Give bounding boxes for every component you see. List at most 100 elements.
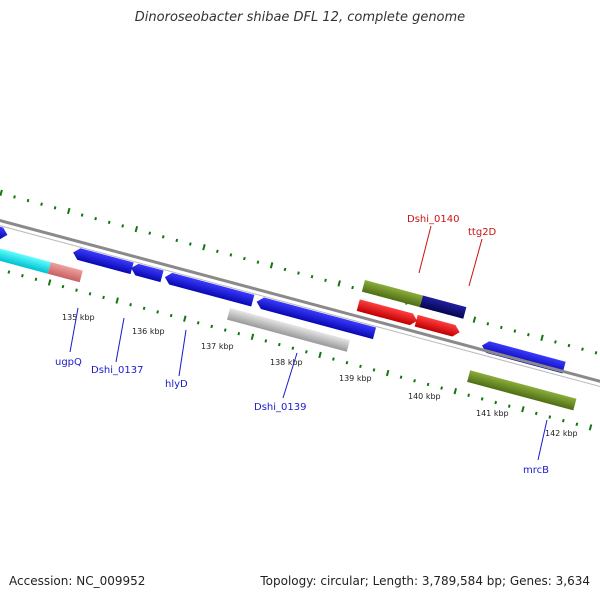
inner-tick — [575, 422, 579, 426]
genome-backbone-outer — [0, 199, 600, 389]
inner-tick — [7, 270, 11, 274]
kbp-label-135: 135 kbp — [62, 313, 95, 322]
inner-tick — [440, 386, 443, 390]
inner-tick-row — [7, 270, 593, 431]
kbp-label-138: 138 kbp — [270, 358, 303, 367]
gene-bar-ugpQ[interactable] — [0, 247, 51, 274]
inner-tick — [183, 315, 187, 322]
inner-tick — [385, 369, 390, 377]
inner-tick — [413, 379, 416, 383]
outer-tick — [581, 347, 584, 351]
inner-tick — [318, 351, 322, 359]
inner-tick — [169, 313, 173, 318]
forward-strand-genes — [0, 206, 566, 374]
inner-tick — [264, 339, 268, 343]
inner-tick — [399, 375, 403, 379]
kbp-label-141: 141 kbp — [476, 409, 509, 418]
inner-tick — [521, 406, 525, 413]
inner-tick — [588, 424, 593, 431]
inner-tick — [359, 364, 362, 368]
outer-tick — [269, 262, 274, 269]
inner-tick — [21, 273, 24, 278]
connector-Dshi_0139 — [282, 352, 298, 399]
inner-tick — [210, 324, 214, 329]
outer-tick — [243, 256, 246, 261]
outer-tick — [472, 316, 477, 323]
outer-tick — [567, 343, 571, 348]
gene-bar-Dshi_0137[interactable] — [47, 262, 83, 283]
outer-tick — [134, 225, 139, 233]
inner-tick — [561, 418, 565, 423]
gene-label-connectors — [69, 225, 548, 461]
gene-label-Dshi_0139[interactable]: Dshi_0139 — [254, 402, 306, 413]
outer-tick — [229, 253, 233, 257]
inner-tick — [332, 357, 335, 361]
outer-tick — [351, 285, 354, 290]
outer-tick — [121, 224, 125, 228]
inner-tick — [277, 342, 281, 347]
gene-label-ttg2D[interactable]: ttg2D — [468, 227, 497, 238]
kbp-label-137: 137 kbp — [201, 342, 234, 351]
gene-arrow-red-1[interactable] — [356, 299, 419, 326]
gene-arrow-red-2[interactable] — [414, 314, 462, 338]
gene-label-Dshi_0137[interactable]: Dshi_0137 — [91, 365, 143, 376]
inner-tick — [453, 388, 458, 395]
outer-tick — [324, 278, 327, 283]
outer-tick — [161, 235, 165, 239]
outer-tick — [594, 351, 598, 355]
inner-tick — [467, 393, 471, 397]
gene-label-ugpQ[interactable]: ugpQ — [55, 357, 82, 368]
outer-tick — [337, 280, 341, 287]
gene-labels: ugpQ Dshi_0137 hlyD Dshi_0139 mrcB Dshi_… — [55, 214, 549, 476]
gene-label-Dshi_0140[interactable]: Dshi_0140 — [407, 214, 459, 225]
inner-tick — [47, 279, 52, 286]
outer-tick — [188, 242, 192, 246]
kbp-scale-labels: 135 kbp 136 kbp 137 kbp 138 kbp 139 kbp … — [62, 313, 578, 438]
kbp-label-136: 136 kbp — [132, 327, 165, 336]
inner-tick — [223, 328, 227, 332]
inner-tick — [480, 397, 484, 401]
gene-bar-ttg2D[interactable] — [419, 295, 467, 319]
outer-tick — [283, 267, 287, 272]
outer-tick — [40, 202, 43, 206]
gene-arrow-hypo-1[interactable] — [72, 247, 134, 275]
gene-label-mrcB[interactable]: mrcB — [523, 465, 549, 476]
outer-tick — [26, 198, 30, 203]
outer-tick-row — [0, 189, 598, 355]
gene-arrow-Dshi_0139-upper[interactable] — [255, 296, 377, 340]
outer-tick — [66, 207, 71, 215]
inner-tick — [548, 415, 552, 419]
outer-tick — [527, 332, 530, 337]
genome-track-group — [0, 189, 600, 431]
outer-tick — [175, 238, 179, 243]
gene-bar-Dshi_0139[interactable] — [227, 308, 350, 352]
map-title: Dinoroseobacter shibae DFL 12, complete … — [134, 10, 466, 25]
inner-tick — [372, 368, 376, 372]
inner-tick — [305, 350, 308, 354]
inner-tick — [61, 284, 65, 289]
outer-tick — [216, 249, 219, 254]
kbp-label-142: 142 kbp — [545, 429, 578, 438]
inner-tick — [34, 277, 38, 282]
inner-tick — [534, 411, 538, 416]
inner-tick — [196, 321, 200, 325]
connector-Dshi_0137 — [115, 317, 125, 363]
genome-backbone-inner — [0, 204, 600, 393]
gene-arrow-hypo-2[interactable] — [130, 262, 164, 283]
gene-label-hlyD[interactable]: hlyD — [165, 379, 188, 390]
outer-tick — [148, 231, 152, 235]
kbp-label-140: 140 kbp — [408, 392, 441, 401]
outer-tick — [297, 271, 300, 275]
gene-bar-Dshi_0140[interactable] — [361, 280, 423, 308]
gene-bar-mrcB[interactable] — [467, 370, 577, 411]
gene-arrow-hlyD[interactable] — [163, 271, 255, 307]
connector-ugpQ — [69, 307, 79, 353]
inner-tick — [156, 310, 159, 314]
inner-tick — [115, 297, 119, 304]
outer-tick — [94, 217, 98, 221]
inner-tick — [129, 302, 132, 307]
outer-tick — [499, 325, 503, 330]
inner-tick — [102, 295, 105, 300]
